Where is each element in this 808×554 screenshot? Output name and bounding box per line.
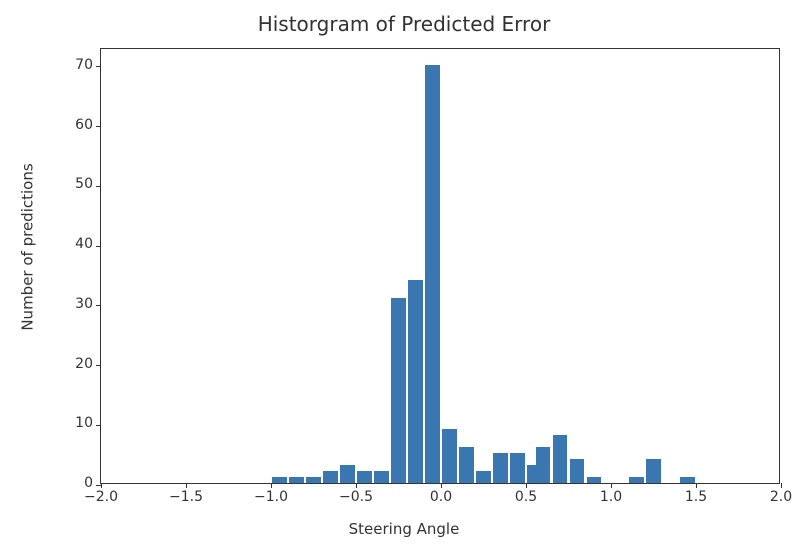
plot-area <box>101 49 779 483</box>
chart-title: Historgram of Predicted Error <box>0 12 808 36</box>
histogram-figure: Historgram of Predicted Error Number of … <box>0 0 808 554</box>
histogram-bar <box>476 471 490 483</box>
x-tick-mark <box>696 483 697 488</box>
histogram-bar <box>323 471 337 483</box>
y-tick-label: 40 <box>75 236 93 252</box>
x-tick-label: 1.5 <box>685 489 707 505</box>
histogram-bar <box>374 471 388 483</box>
y-tick-label: 70 <box>75 57 93 73</box>
histogram-bar <box>340 465 354 483</box>
x-tick-mark <box>186 483 187 488</box>
y-tick-label: 10 <box>75 415 93 431</box>
y-tick-mark <box>96 305 101 306</box>
histogram-bar <box>425 65 439 483</box>
histogram-bar <box>459 447 473 483</box>
y-tick-mark <box>96 485 101 486</box>
x-tick-label: −1.5 <box>169 489 203 505</box>
histogram-bar <box>289 477 303 483</box>
y-tick-label: 30 <box>75 296 93 312</box>
histogram-bar <box>553 435 567 483</box>
histogram-bar <box>587 477 601 483</box>
axes-area: −2.0−1.5−1.0−0.50.00.51.01.52.0010203040… <box>100 48 780 484</box>
y-tick-mark <box>96 126 101 127</box>
histogram-bar <box>646 459 660 483</box>
y-tick-mark <box>96 66 101 67</box>
y-tick-mark <box>96 425 101 426</box>
histogram-bar <box>272 477 286 483</box>
histogram-bar <box>357 471 371 483</box>
y-tick-label: 50 <box>75 176 93 192</box>
histogram-bar <box>442 429 456 483</box>
x-tick-mark <box>356 483 357 488</box>
histogram-bar <box>493 453 507 483</box>
x-axis-label: Steering Angle <box>0 520 808 538</box>
x-tick-label: 0.0 <box>430 489 452 505</box>
histogram-bar <box>306 477 320 483</box>
x-tick-mark <box>271 483 272 488</box>
x-tick-mark <box>441 483 442 488</box>
y-tick-label: 0 <box>84 475 93 491</box>
x-tick-label: −0.5 <box>339 489 373 505</box>
y-axis-label-wrap: Number of predictions <box>18 0 38 494</box>
x-tick-mark <box>781 483 782 488</box>
y-tick-mark <box>96 365 101 366</box>
y-tick-mark <box>96 246 101 247</box>
x-tick-label: 1.0 <box>600 489 622 505</box>
x-tick-mark <box>611 483 612 488</box>
histogram-bar <box>536 447 550 483</box>
y-axis-label: Number of predictions <box>19 163 37 330</box>
histogram-bar <box>570 459 584 483</box>
histogram-bar <box>510 453 524 483</box>
histogram-bar <box>408 280 422 483</box>
y-tick-label: 60 <box>75 117 93 133</box>
x-tick-label: −1.0 <box>254 489 288 505</box>
x-tick-label: 2.0 <box>770 489 792 505</box>
histogram-bar <box>629 477 643 483</box>
x-tick-mark <box>526 483 527 488</box>
y-tick-mark <box>96 186 101 187</box>
histogram-bar <box>680 477 694 483</box>
y-tick-label: 20 <box>75 356 93 372</box>
histogram-bar <box>391 298 405 483</box>
x-tick-label: 0.5 <box>515 489 537 505</box>
x-tick-label: −2.0 <box>84 489 118 505</box>
